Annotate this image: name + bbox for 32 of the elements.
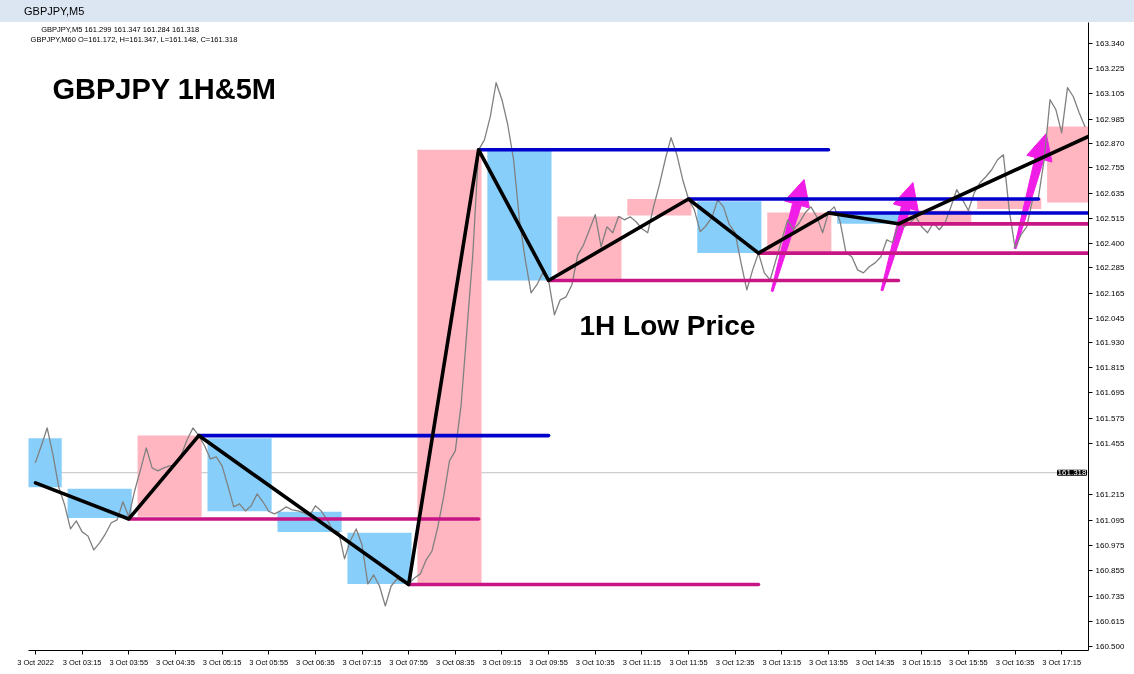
ref-line-label: 161.318	[1057, 468, 1088, 478]
y-tick-label: 162.165	[1095, 288, 1125, 298]
y-tick-label: 162.400	[1095, 238, 1125, 248]
y-tick-label: 161.095	[1095, 515, 1125, 525]
y-tick-label: 162.870	[1095, 138, 1125, 148]
y-tick-label: 162.045	[1095, 313, 1125, 323]
y-tick-label: 163.340	[1095, 39, 1125, 49]
y-tick-label: 161.930	[1095, 338, 1125, 348]
annotation: 1H Low Price	[579, 310, 756, 342]
y-tick-label: 160.500	[1095, 641, 1125, 651]
text: GBPJPY,M5	[24, 4, 85, 19]
y-tick-label: 160.975	[1095, 540, 1125, 550]
y-tick-label: 161.695	[1095, 388, 1125, 398]
candlestick	[487, 149, 552, 281]
y-tick-label: 163.225	[1095, 63, 1125, 73]
y-tick-label: 162.285	[1095, 263, 1125, 273]
y-tick-label: 163.105	[1095, 89, 1125, 99]
y-tick-label: 162.985	[1095, 114, 1125, 124]
y-tick-label: 161.575	[1095, 413, 1125, 423]
candlestick	[137, 435, 202, 517]
y-tick-label: 161.455	[1095, 439, 1125, 449]
candlestick	[207, 438, 272, 512]
text: GBPJPY 1H&5M	[52, 73, 276, 106]
y-tick-label: 162.635	[1095, 188, 1125, 198]
y-tick-label: 162.755	[1095, 163, 1125, 173]
y-tick-label: 161.815	[1095, 362, 1125, 372]
y-tick-label: 161.215	[1095, 490, 1125, 500]
y-tick-label: 162.515	[1095, 214, 1125, 224]
candlestick	[417, 149, 482, 584]
y-tick-label: 160.735	[1095, 591, 1125, 601]
y-tick-label: 160.615	[1095, 617, 1125, 627]
y-tick-label: 160.855	[1095, 566, 1125, 576]
